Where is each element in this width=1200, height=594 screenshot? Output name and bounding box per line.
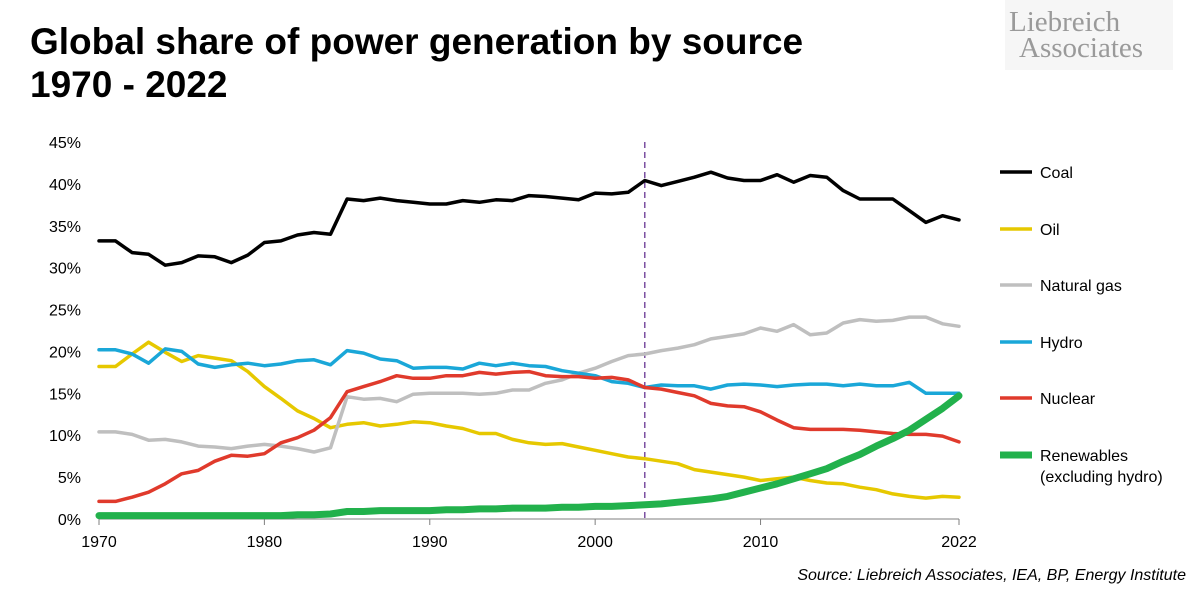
y-tick-label: 15% <box>49 386 81 403</box>
x-tick-label: 1970 <box>81 534 117 551</box>
chart-axes: 0% 5% 10% 15% 20% 25% 30% 35% 40% 45% 1970 1980 1990… <box>49 135 977 551</box>
y-tick-label: 5% <box>58 470 81 487</box>
x-tick-label: 2022 <box>941 534 977 551</box>
chart-title-line1: Global share of power generation by sour… <box>30 21 804 62</box>
y-tick-label: 45% <box>49 135 81 152</box>
source-note: Source: Liebreich Associates, IEA, BP, E… <box>797 567 1186 584</box>
y-tick-label: 35% <box>49 219 81 236</box>
y-tick-label: 20% <box>49 344 81 361</box>
series-line-oil <box>97 340 961 500</box>
series-line-renewables-excluding-hydro <box>95 392 963 520</box>
y-tick-label: 30% <box>49 261 81 278</box>
y-tick-label: 40% <box>49 177 81 194</box>
chart-title-line2: 1970 - 2022 <box>30 64 228 105</box>
chart-title: Global share of power generation by sour… <box>30 20 803 106</box>
series-line-coal <box>97 170 961 267</box>
series-line-hydro <box>97 347 961 396</box>
x-tick-label: 1980 <box>247 534 283 551</box>
brand-logo: Liebreich Associates <box>1005 0 1173 70</box>
legend-label-renewables-excluding-hydro: Renewables <box>1040 448 1128 465</box>
logo-line1: Liebreich <box>1009 6 1121 38</box>
legend-label-oil: Oil <box>1040 222 1060 239</box>
logo-line2: Associates <box>1019 32 1144 64</box>
series-lines <box>95 170 963 520</box>
legend-label-renewables-excluding-hydro-sub: (excluding hydro) <box>1040 469 1163 486</box>
x-tick-label: 2010 <box>743 534 779 551</box>
legend-label-hydro: Hydro <box>1040 335 1083 352</box>
chart-legend: Coal Oil Natural gas Hydro Nuclear Renewables… <box>1000 165 1163 486</box>
legend-label-natural-gas: Natural gas <box>1040 278 1122 295</box>
series-line-nuclear <box>97 369 961 504</box>
y-tick-label: 0% <box>58 512 81 529</box>
legend-label-nuclear: Nuclear <box>1040 391 1096 408</box>
series-line-natural-gas <box>97 315 961 454</box>
x-tick-label: 2000 <box>577 534 613 551</box>
x-tick-label: 1990 <box>412 534 448 551</box>
legend-label-coal: Coal <box>1040 165 1073 182</box>
y-tick-label: 10% <box>49 428 81 445</box>
y-tick-label: 25% <box>49 303 81 320</box>
